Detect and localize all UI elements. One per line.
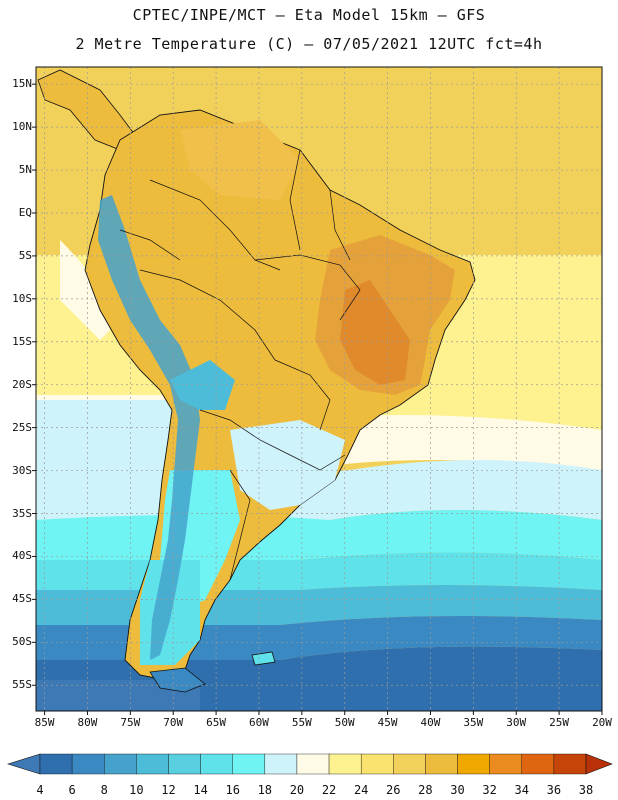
colorbar-level-label: 32	[482, 783, 497, 797]
colorbar-level-label: 14	[193, 783, 208, 797]
colorbar-level-label: 26	[386, 783, 401, 797]
axis-ticks	[32, 83, 603, 715]
lon-label: 25W	[549, 716, 570, 729]
colorbar-swatch	[360, 753, 394, 775]
lat-label: 5N	[18, 163, 32, 177]
falkland-islands	[251, 651, 276, 666]
ocean-coastal-cool	[60, 240, 110, 340]
lat-label: 5S	[18, 248, 32, 262]
colorbar-swatch	[71, 753, 105, 775]
lon-label: 65W	[206, 716, 227, 729]
colorbar-swatch	[425, 753, 458, 775]
map-frame	[35, 66, 603, 712]
lat-label: 50S	[12, 635, 32, 649]
colorbar-swatch	[457, 753, 490, 775]
lon-label: 40W	[420, 716, 441, 729]
colorbar-level-label: 16	[225, 783, 240, 797]
colorbar-level-label: 34	[514, 783, 529, 797]
lat-label: 15N	[12, 77, 32, 91]
lon-label: 30W	[506, 716, 527, 729]
temperature-colorbar	[6, 753, 613, 775]
colorbar-swatch	[200, 753, 233, 775]
colorbar-level-label: 36	[546, 783, 562, 797]
lon-label: 70W	[163, 716, 184, 729]
colorbar-level-label: 4	[36, 783, 44, 797]
colorbar-swatch	[328, 753, 362, 775]
lat-label: 40S	[12, 549, 32, 563]
chart-title-line2: 2 Metre Temperature (C) – 07/05/2021 12U…	[75, 35, 543, 53]
lat-label: 35S	[12, 506, 32, 520]
lon-label: 35W	[463, 716, 484, 729]
hottest-core	[340, 280, 410, 385]
lat-label: 10N	[12, 120, 32, 134]
tierra-del-fuego	[149, 667, 206, 693]
colorbar-swatch	[264, 753, 298, 775]
andes-ridge	[98, 195, 200, 660]
colorbar-level-label: 8	[100, 783, 108, 797]
colorbar-swatch	[296, 753, 330, 775]
colorbar-level-label: 30	[450, 783, 465, 797]
colorbar-level-label: 24	[353, 783, 369, 797]
colorbar-level-label: 6	[68, 783, 76, 797]
colorbar-level-label: 28	[418, 783, 433, 797]
lon-label: 80W	[77, 716, 98, 729]
lat-label: 55S	[12, 678, 32, 692]
lat-label: EQ	[18, 205, 32, 219]
lat-label: 15S	[12, 334, 32, 348]
lon-label: 20W	[592, 716, 612, 729]
colorbar-swatch	[136, 753, 169, 775]
lat-label: 30S	[12, 463, 32, 477]
lon-label: 60W	[249, 716, 269, 729]
lon-label: 75W	[120, 716, 141, 729]
colorbar-swatch	[39, 753, 73, 775]
colorbar-level-label: 12	[161, 783, 176, 797]
lon-label: 55W	[291, 716, 312, 729]
colorbar-swatch	[104, 753, 137, 775]
lon-label: 85W	[34, 716, 55, 729]
colorbar-level-label: 10	[129, 783, 144, 797]
colorbar-level-label: 20	[289, 783, 305, 797]
temperature-map	[32, 66, 603, 715]
colorbar-swatch	[232, 753, 266, 775]
graticule	[36, 67, 602, 711]
colorbar-swatch	[489, 753, 522, 775]
lat-label: 45S	[12, 592, 32, 606]
colorbar-swatch	[553, 753, 587, 775]
ocean-band-4	[36, 680, 200, 711]
colorbar-max-arrow	[585, 753, 613, 775]
colorbar-level-label: 18	[257, 783, 273, 797]
colorbar-level-label: 38	[578, 783, 594, 797]
colorbar-swatch	[521, 753, 555, 775]
chart-title-line1: CPTEC/INPE/MCT – Eta Model 15km – GFS	[132, 6, 486, 24]
ocean-band-20-pacific	[36, 400, 190, 480]
colorbar-min-arrow	[6, 753, 41, 775]
colorbar-swatch	[393, 753, 426, 775]
warm-north-region	[180, 120, 300, 200]
lon-label: 45W	[377, 716, 398, 729]
lat-label: 20S	[12, 377, 32, 391]
lon-label: 50W	[334, 716, 355, 729]
country-borders	[119, 149, 361, 581]
colorbar-swatch	[168, 753, 201, 775]
lat-label: 25S	[12, 420, 32, 434]
lat-label: 10S	[12, 291, 32, 305]
colorbar-level-label: 22	[321, 783, 337, 797]
